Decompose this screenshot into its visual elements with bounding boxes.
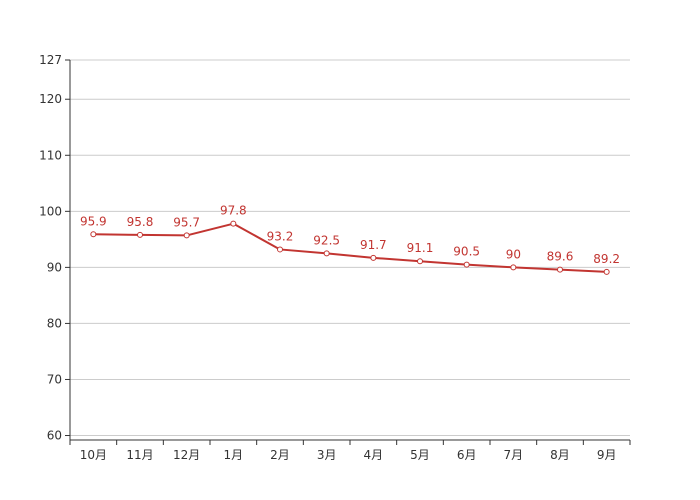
data-label: 90.5 xyxy=(453,245,480,259)
x-tick-label: 11月 xyxy=(126,448,153,462)
data-point[interactable] xyxy=(603,268,610,275)
series-line xyxy=(93,222,607,273)
y-tick-label: 110 xyxy=(39,148,62,162)
data-label: 95.9 xyxy=(80,214,107,228)
data-point[interactable] xyxy=(183,232,190,239)
data-point[interactable] xyxy=(230,220,237,227)
x-tick-label: 7月 xyxy=(504,448,524,462)
data-label: 95.7 xyxy=(173,215,200,229)
data-point[interactable] xyxy=(323,250,330,257)
x-tick-label: 5月 xyxy=(410,448,430,462)
grid-lines xyxy=(70,59,630,437)
series-group xyxy=(90,220,610,275)
y-axis: 60 70 80 90 100 110 120 127 xyxy=(39,53,71,443)
data-point[interactable] xyxy=(510,264,517,271)
x-tick-label: 4月 xyxy=(364,448,384,462)
y-tick-label: 120 xyxy=(39,92,62,106)
data-label: 89.6 xyxy=(547,250,574,264)
x-tick-label: 9月 xyxy=(597,448,617,462)
x-tick-label: 1月 xyxy=(224,448,244,462)
data-label: 93.2 xyxy=(267,229,294,243)
data-label: 90 xyxy=(506,247,521,261)
data-point[interactable] xyxy=(557,266,563,273)
data-point[interactable] xyxy=(137,231,143,238)
y-tick-label: 100 xyxy=(39,204,62,218)
data-point[interactable] xyxy=(370,254,377,261)
data-point[interactable] xyxy=(463,261,470,268)
y-tick-label: 127 xyxy=(39,53,62,67)
y-tick-label: 80 xyxy=(47,316,62,330)
x-tick-label: 10月 xyxy=(80,448,107,462)
y-tick-label: 70 xyxy=(47,372,62,386)
x-tick-label: 2月 xyxy=(270,448,290,462)
x-tick-label: 8月 xyxy=(550,448,570,462)
x-axis: 10月 11月 12月 1月 2月 3月 4月 5月 6月 7月 8月 9月 xyxy=(69,439,631,462)
y-tick-label: 60 xyxy=(47,429,62,443)
data-label: 91.1 xyxy=(407,241,434,255)
data-point[interactable] xyxy=(417,258,423,265)
data-point[interactable] xyxy=(90,231,97,238)
y-tick-label: 90 xyxy=(47,260,62,274)
data-label: 91.7 xyxy=(360,238,387,252)
data-labels: 95.9 95.8 95.7 97.8 93.2 92.5 91.7 91.1 90.5 90 89… xyxy=(80,204,620,266)
data-label: 89.2 xyxy=(593,252,620,266)
data-point[interactable] xyxy=(277,246,283,253)
x-tick-label: 3月 xyxy=(317,448,337,462)
data-label: 97.8 xyxy=(220,204,247,218)
x-tick-label: 12月 xyxy=(173,448,200,462)
x-tick-label: 6月 xyxy=(457,448,477,462)
data-label: 95.8 xyxy=(127,215,154,229)
data-label: 92.5 xyxy=(313,233,340,247)
